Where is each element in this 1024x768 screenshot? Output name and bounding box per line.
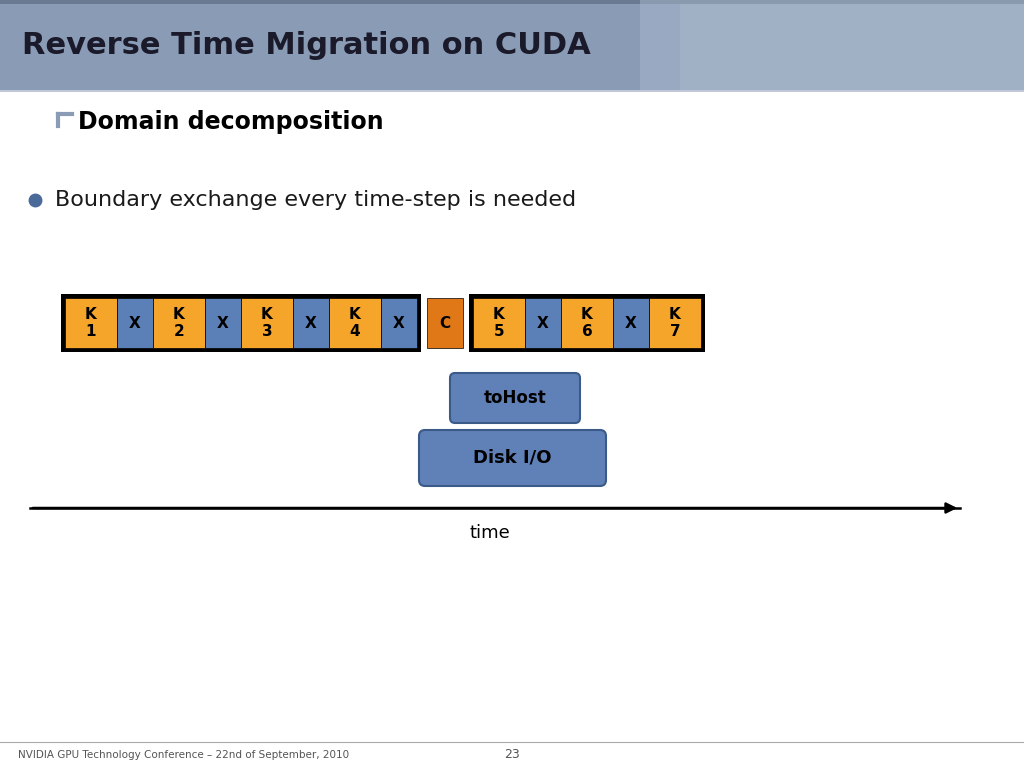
Text: C: C xyxy=(439,316,451,330)
Text: K
2: K 2 xyxy=(173,307,185,339)
Text: X: X xyxy=(538,316,549,330)
Text: Boundary exchange every time-step is needed: Boundary exchange every time-step is nee… xyxy=(55,190,577,210)
Bar xyxy=(153,298,205,348)
Bar xyxy=(61,294,421,352)
Bar xyxy=(0,0,1024,4)
Text: K
7: K 7 xyxy=(669,307,681,339)
Bar xyxy=(205,298,241,348)
Text: X: X xyxy=(305,316,316,330)
Text: 23: 23 xyxy=(504,749,520,762)
Text: K
1: K 1 xyxy=(85,307,97,339)
Bar xyxy=(525,298,561,348)
Bar xyxy=(649,298,701,348)
Bar xyxy=(381,298,417,348)
FancyBboxPatch shape xyxy=(419,430,606,486)
Text: K
3: K 3 xyxy=(261,307,272,339)
Text: K
5: K 5 xyxy=(494,307,505,339)
Bar xyxy=(0,90,1024,92)
Text: time: time xyxy=(470,524,510,542)
Text: Domain decomposition: Domain decomposition xyxy=(78,110,384,134)
Text: toHost: toHost xyxy=(483,389,547,407)
Bar xyxy=(469,294,705,352)
Bar xyxy=(613,298,649,348)
Bar xyxy=(0,90,1024,768)
Bar xyxy=(0,0,680,90)
Text: K
4: K 4 xyxy=(349,307,360,339)
Text: X: X xyxy=(129,316,141,330)
Bar xyxy=(65,298,117,348)
Bar xyxy=(473,298,525,348)
Text: Reverse Time Migration on CUDA: Reverse Time Migration on CUDA xyxy=(22,31,591,59)
Bar xyxy=(427,298,463,348)
Bar xyxy=(241,298,293,348)
Bar xyxy=(640,0,1024,90)
Bar xyxy=(561,298,613,348)
Bar xyxy=(680,0,1024,90)
Bar xyxy=(329,298,381,348)
Bar xyxy=(293,298,329,348)
FancyBboxPatch shape xyxy=(450,373,580,423)
Text: X: X xyxy=(217,316,229,330)
Text: X: X xyxy=(625,316,637,330)
Text: X: X xyxy=(393,316,404,330)
Bar xyxy=(117,298,153,348)
Text: K
6: K 6 xyxy=(582,307,593,339)
Text: Disk I/O: Disk I/O xyxy=(473,449,552,467)
Text: NVIDIA GPU Technology Conference – 22nd of September, 2010: NVIDIA GPU Technology Conference – 22nd … xyxy=(18,750,349,760)
